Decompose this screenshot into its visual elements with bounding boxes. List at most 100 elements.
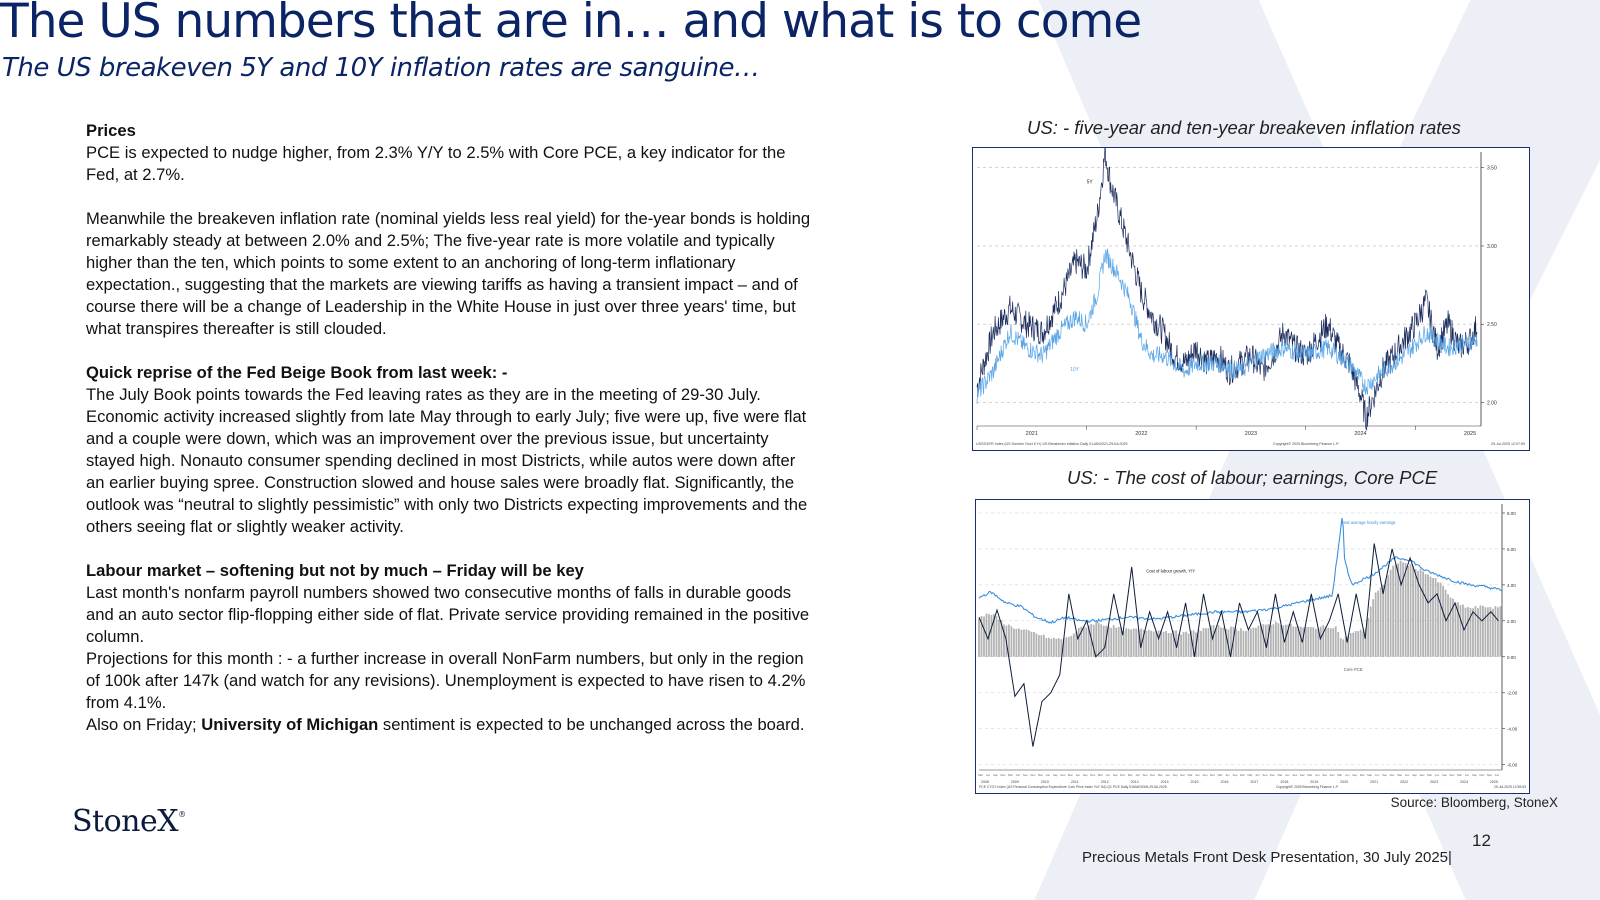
chart2-month-label: Jun <box>1405 773 1410 777</box>
chart2-core-pce-bar <box>1329 628 1332 657</box>
chart2-core-pce-bar <box>1050 638 1053 657</box>
chart2-core-pce-bar <box>1095 621 1098 657</box>
labour-market-heading: Labour market – softening but not by muc… <box>86 561 584 580</box>
chart2-core-pce-bar <box>1387 575 1390 657</box>
chart2-core-pce-bar <box>1242 630 1245 657</box>
chart2-core-pce-bar <box>1307 627 1310 657</box>
chart2-core-pce-bar <box>1272 624 1275 657</box>
chart2-month-label: Dec <box>1390 773 1396 777</box>
chart2-core-pce-bar <box>1182 632 1185 657</box>
chart2-core-pce-bar <box>1302 627 1305 657</box>
chart2-month-label: Dec <box>1060 773 1066 777</box>
chart2-month-label: Dec <box>1240 773 1246 777</box>
labour-p3-prefix: Also on Friday; <box>86 715 202 734</box>
chart2-core-pce-bar <box>1042 634 1045 657</box>
chart2-core-pce-bar <box>1447 594 1449 657</box>
chart2-x-tick-label: 2023 <box>1430 780 1438 784</box>
chart2-core-pce-bar <box>1279 625 1282 657</box>
chart2-core-pce-bar <box>1087 625 1090 657</box>
chart2-core-pce-bar <box>1155 631 1158 657</box>
chart2-month-label: Mar <box>1218 773 1223 777</box>
chart2-core-pce-bar <box>993 614 995 657</box>
chart2-core-pce-bar <box>1152 631 1155 657</box>
chart2-month-label: Dec <box>1360 773 1366 777</box>
prices-paragraph-1: PCE is expected to nudge higher, from 2.… <box>86 143 786 184</box>
chart2-core-pce-bar <box>1444 589 1447 657</box>
chart2-core-pce-bar <box>1160 630 1163 657</box>
chart2-core-pce-bar <box>1150 630 1153 657</box>
chart2-core-pce-bar <box>1312 627 1315 657</box>
chart2-core-pce-bar <box>1067 636 1070 657</box>
chart2-core-pce-bar <box>1369 606 1372 657</box>
chart2-core-pce-bar <box>1304 626 1307 657</box>
chart2-core-pce-bar <box>1015 628 1018 657</box>
chart2-x-tick-label: 2013 <box>1131 780 1139 784</box>
chart2-core-pce-bar <box>1269 625 1272 657</box>
chart2-core-pce-bar <box>1065 637 1068 657</box>
chart2-y-tick-label: 0.00 <box>1507 655 1516 660</box>
chart2-core-pce-bar <box>1072 633 1075 657</box>
chart2-month-label: Jun <box>1315 773 1320 777</box>
chart1-x-tick-label: 2023 <box>1245 431 1257 437</box>
chart2-core-pce-bar <box>1309 626 1312 657</box>
chart2-core-pce-bar <box>1384 579 1387 657</box>
chart2-core-pce-bar <box>1135 628 1138 657</box>
chart2-month-label: Jun <box>1016 773 1021 777</box>
chart2-core-pce-bar <box>1434 578 1437 657</box>
chart2-core-pce-bar <box>1409 564 1412 657</box>
chart2-core-pce-bar <box>1062 638 1065 657</box>
chart2-month-label: Dec <box>1090 773 1096 777</box>
chart2-core-pce-bar <box>1284 624 1287 657</box>
chart2-core-pce-bar <box>1467 607 1469 657</box>
chart2-core-pce-bar <box>1439 582 1442 657</box>
chart2-month-label: Jun <box>1046 773 1051 777</box>
chart2-x-tick-label: 2020 <box>1340 780 1348 784</box>
chart2-core-pce-bar <box>1487 607 1489 657</box>
chart2-core-pce-bar <box>1344 636 1347 657</box>
chart2-core-pce-bar <box>1349 633 1352 657</box>
chart2-core-pce-bar <box>1477 608 1479 657</box>
chart2-core-pce-bar <box>1469 607 1472 657</box>
chart2-core-pce-bar <box>1372 599 1375 657</box>
chart2-frame: -6.00 -4.00 -2.00 0.00 2.00 4.00 6.00 8.00 2008 2… <box>975 499 1530 794</box>
chart2-core-pce-bar <box>1210 625 1212 657</box>
chart2-core-pce-bar <box>1337 632 1340 657</box>
chart2-core-pce-bar <box>1110 628 1113 657</box>
chart2-core-pce-bar <box>1429 576 1432 657</box>
chart2-month-label: Mar <box>1128 773 1133 777</box>
chart2-core-pce-bar <box>1225 628 1227 657</box>
chart1-y-tick-label: 3.50 <box>1487 166 1497 172</box>
chart2-core-pce-bar <box>1045 638 1048 657</box>
chart2-core-pce-bar <box>1264 624 1267 657</box>
chart2-month-label: Dec <box>1000 773 1006 777</box>
footer-text: Precious Metals Front Desk Presentation,… <box>1082 849 1452 866</box>
labour-paragraph-2: Projections for this month : - a further… <box>86 649 806 712</box>
chart2-month-label: Jun <box>1495 773 1500 777</box>
chart2-core-pce-bar <box>1027 630 1030 657</box>
chart2-core-pce-bar <box>1122 630 1125 657</box>
chart2-core-pce-bar <box>1294 626 1297 657</box>
chart2-core-pce-bar <box>1037 635 1040 657</box>
chart2-month-label: Mar <box>1248 773 1253 777</box>
chart2-core-pce-bar <box>1347 636 1350 657</box>
chart1-series-10y <box>976 248 1478 404</box>
chart2-month-label: Sep <box>1442 773 1447 777</box>
chart2-core-pce-bar <box>1237 630 1240 657</box>
chart2-x-tick-label: 2021 <box>1370 780 1378 784</box>
chart2-month-label: Dec <box>1210 773 1216 777</box>
chart2-month-label: Dec <box>1030 773 1036 777</box>
chart2-core-pce-bar <box>1417 570 1419 657</box>
chart2-core-pce-bar <box>1314 629 1317 657</box>
chart2-x-tick-label: 2015 <box>1191 780 1199 784</box>
chart2-month-label: Dec <box>1150 773 1156 777</box>
chart2-x-tick-label: 2008 <box>981 780 989 784</box>
chart2-core-pce-bar <box>1217 625 1220 657</box>
chart2-core-pce-bar <box>1394 564 1397 657</box>
chart2-month-label: Mar <box>1038 773 1043 777</box>
chart2-month-label: Mar <box>1068 773 1073 777</box>
chart2-month-label: Sep <box>1053 773 1058 777</box>
chart1-annotation-10y: 10Y <box>1070 367 1080 373</box>
chart2-core-pce-bar <box>1120 626 1123 657</box>
chart2-core-pce-bar <box>1377 590 1380 657</box>
chart2-month-label: Jun <box>1285 773 1290 777</box>
